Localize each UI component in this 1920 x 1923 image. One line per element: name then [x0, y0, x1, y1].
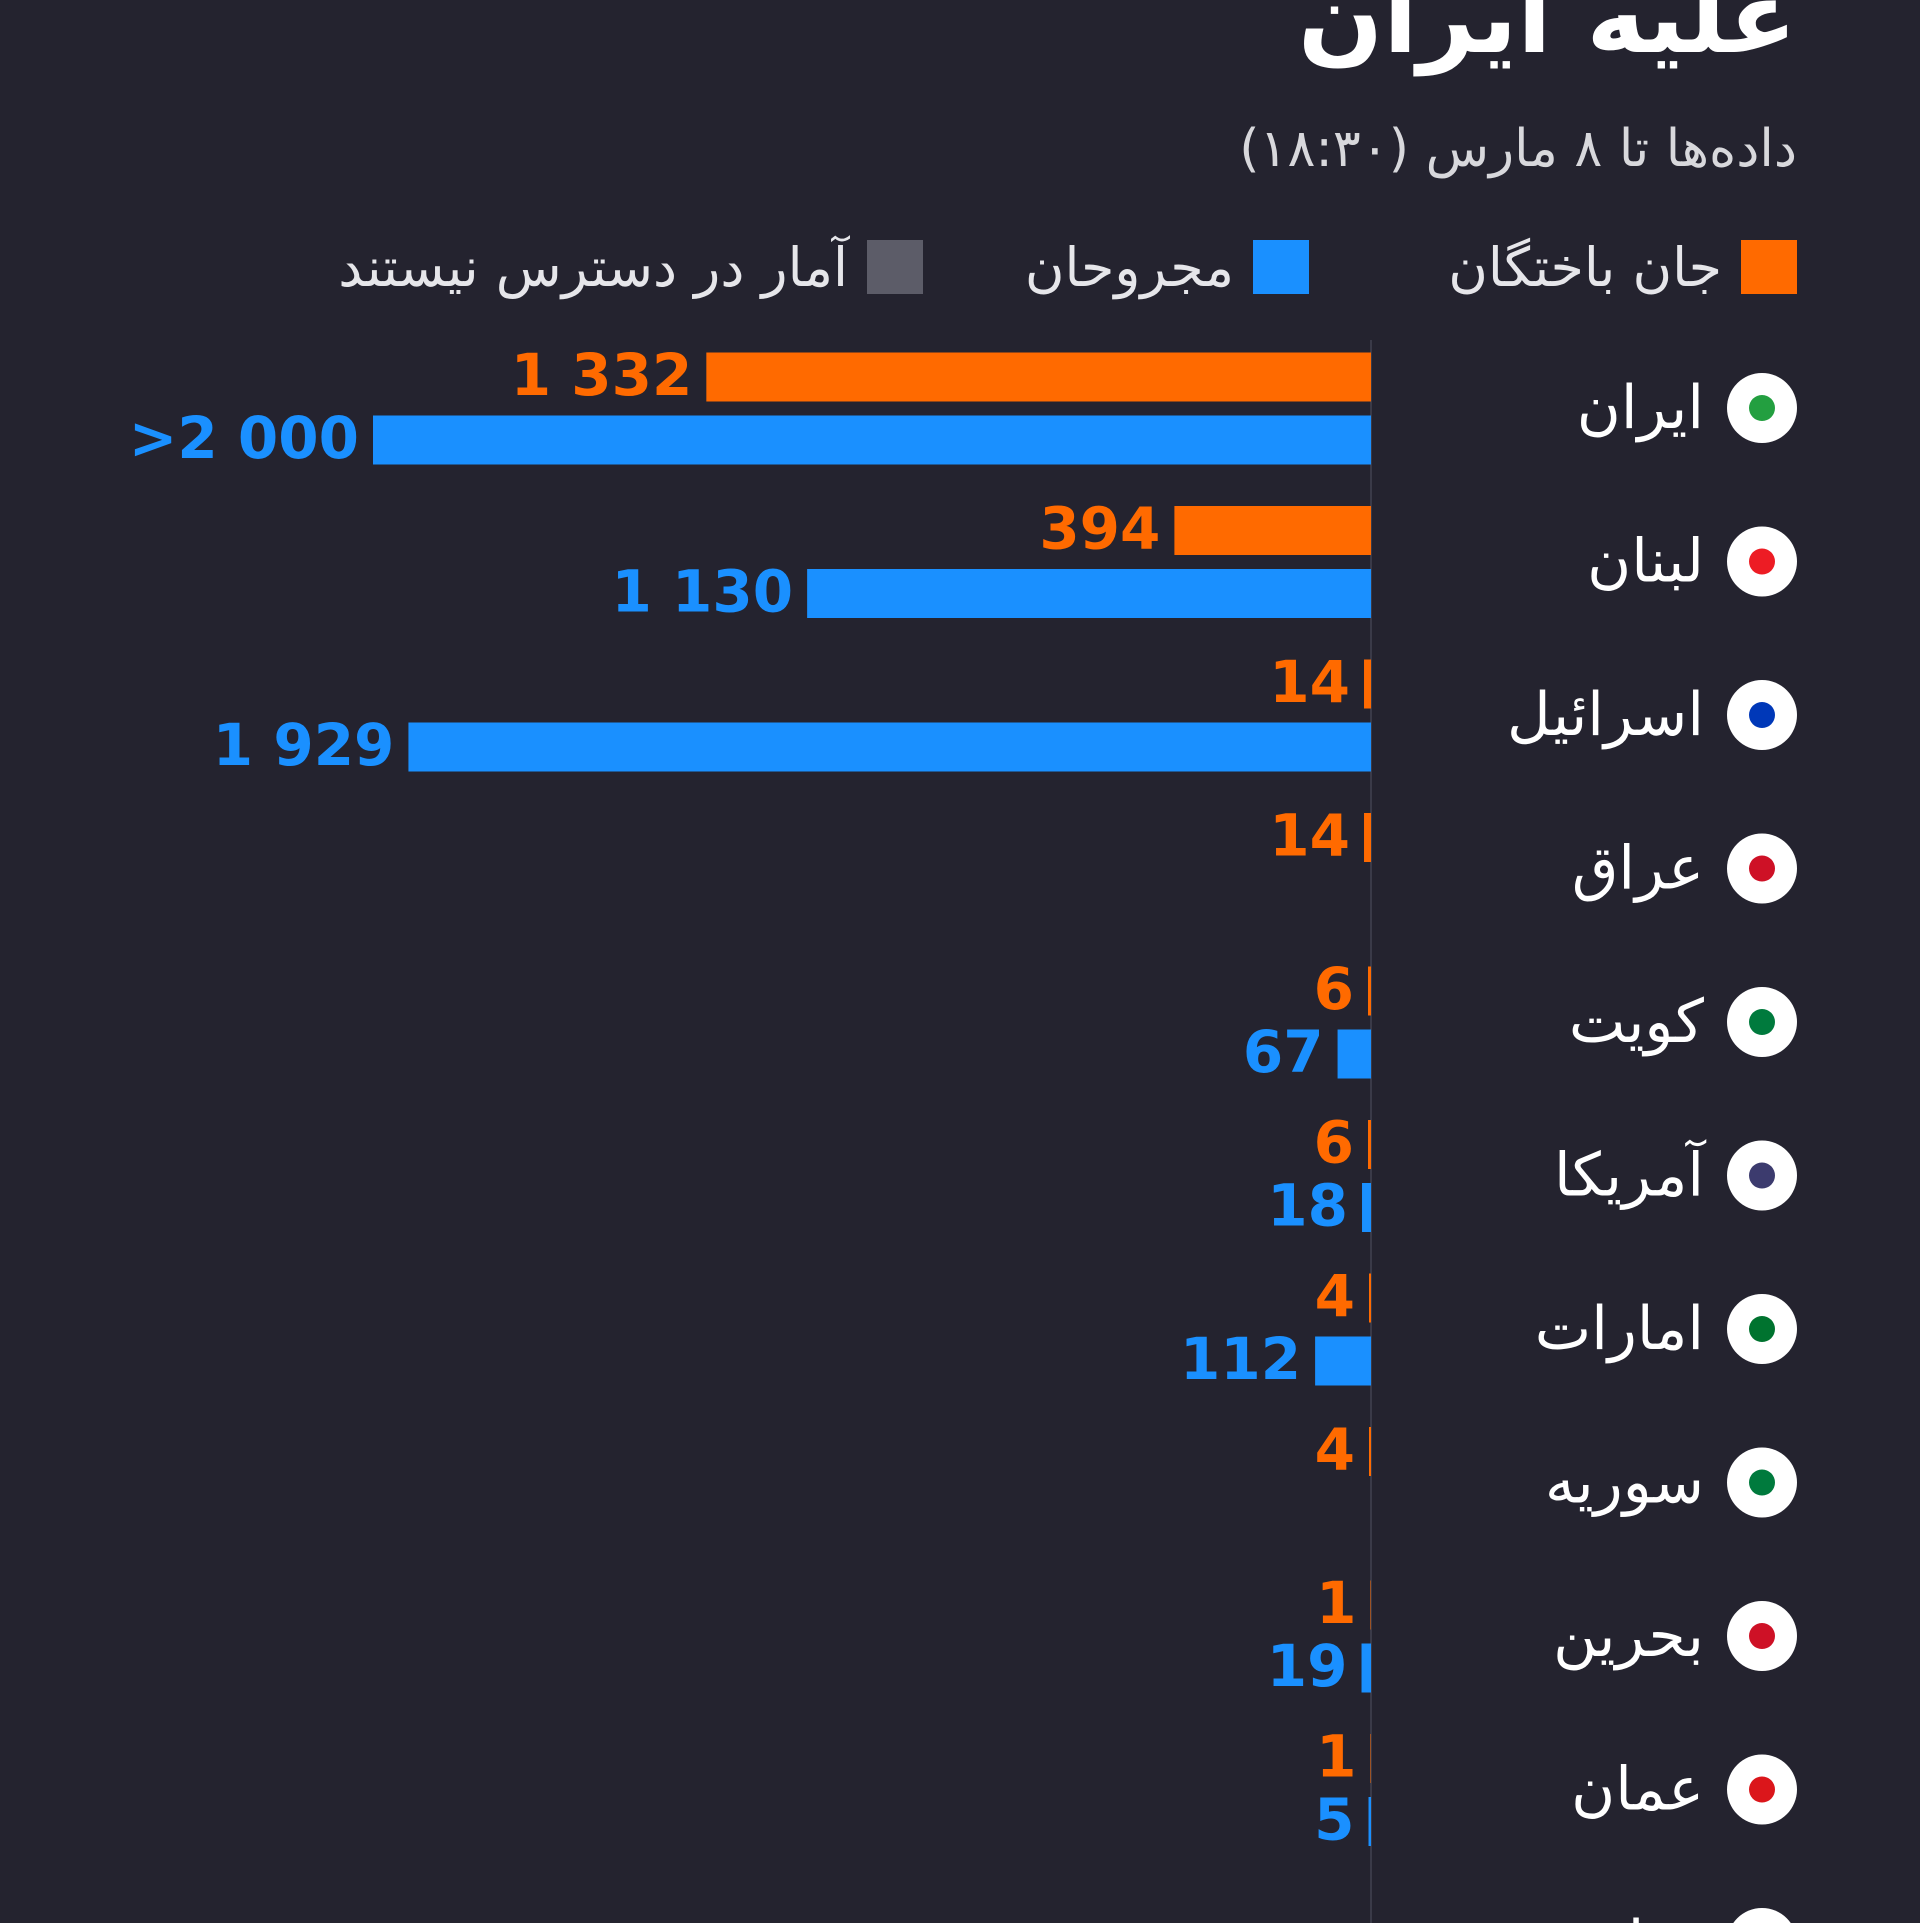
bar: [1368, 1797, 1371, 1846]
bar: [373, 415, 1371, 465]
value-label: 394: [1039, 495, 1160, 563]
value-label: 6: [1314, 955, 1354, 1023]
bar: [408, 722, 1372, 772]
flag-emblem: [1749, 702, 1775, 728]
bar: [706, 352, 1371, 402]
flag-emblem: [1749, 1162, 1775, 1189]
flag: [1733, 1908, 1791, 1923]
bar: [807, 569, 1371, 618]
flag-emblem: [1749, 855, 1775, 882]
bar: [1315, 1336, 1371, 1386]
flag-emblem: [1749, 1009, 1775, 1035]
flag-emblem: [1749, 1623, 1775, 1649]
value-label: 14: [1269, 802, 1350, 870]
bar: [1368, 966, 1371, 1016]
value-label: 1 130: [612, 558, 794, 626]
bar: [1369, 1273, 1371, 1323]
legend-swatch: [1741, 240, 1797, 294]
legend-swatch: [867, 240, 923, 294]
bar: [1364, 659, 1371, 709]
legend-label: جان باختگان: [1448, 236, 1722, 299]
chart-subtitle: داده‌ها تا ۸ مارس (۱۸:۳۰): [1239, 119, 1797, 179]
value-label: 19: [1267, 1632, 1348, 1700]
bar: [1174, 506, 1371, 555]
value-label: 4: [1315, 1262, 1355, 1330]
value-label: 6: [1314, 1109, 1354, 1177]
flag-emblem: [1749, 395, 1775, 421]
category-label: کویت: [1569, 987, 1705, 1057]
flag-emblem: [1749, 1316, 1775, 1342]
category-label: عمان: [1571, 1755, 1704, 1825]
bar: [1362, 1183, 1371, 1232]
legend-swatch: [1253, 240, 1309, 294]
value-label: 18: [1267, 1172, 1348, 1240]
flag-emblem: [1749, 1469, 1775, 1496]
value-label: 14: [1269, 648, 1350, 716]
flag-emblem: [1749, 1776, 1775, 1803]
bar: [1361, 1643, 1371, 1693]
category-label: قطر: [1590, 1908, 1704, 1923]
category-label: عراق: [1572, 834, 1704, 904]
category-label: آمریکا: [1554, 1139, 1706, 1211]
value-label: 1: [1316, 1569, 1356, 1637]
value-label: 112: [1180, 1325, 1301, 1393]
category-label: ایران: [1577, 373, 1704, 443]
value-label: 4: [1315, 1416, 1355, 1484]
category-label: سوریه: [1545, 1448, 1704, 1518]
value-label: 1: [1316, 1723, 1356, 1791]
flag-emblem: [1749, 548, 1775, 575]
category-label: اسرائیل: [1507, 680, 1704, 750]
value-label: 67: [1243, 1018, 1324, 1086]
legend-label: مجروحان: [1025, 236, 1234, 299]
chart-title: علیه ایران: [1298, 0, 1797, 77]
value-label: 1 929: [213, 711, 395, 779]
category-label: بحرین: [1553, 1601, 1704, 1671]
value-label: 1 332: [511, 341, 693, 409]
category-label: لبنان: [1587, 527, 1704, 597]
bar: [1337, 1029, 1371, 1079]
value-label: >2 000: [129, 404, 359, 472]
bar: [1368, 1120, 1371, 1169]
legend-label: آمار در دسترس نیستند: [338, 235, 850, 299]
bar: [1364, 813, 1371, 862]
category-label: امارات: [1535, 1294, 1704, 1364]
value-label: 5: [1314, 1786, 1354, 1854]
bar: [1369, 1427, 1371, 1476]
